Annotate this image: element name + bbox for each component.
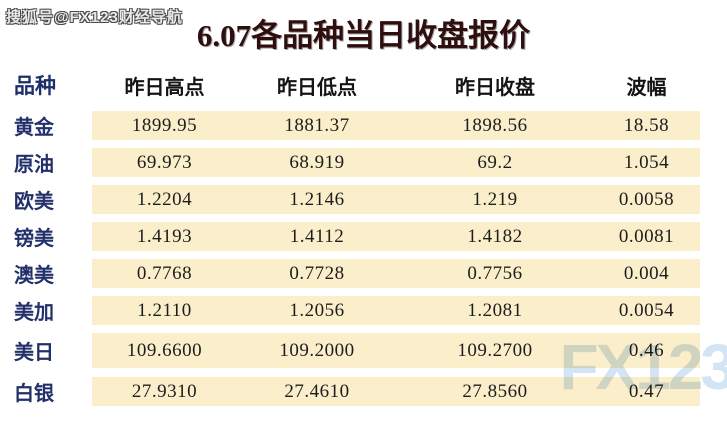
cell-close: 1.2081: [397, 296, 593, 325]
cell-low: 68.919: [237, 148, 397, 177]
row-label: 黄金: [0, 111, 92, 140]
table-row-gold: 黄金 1899.95 1881.37 1898.56 18.58: [0, 111, 727, 140]
table-body: 黄金 1899.95 1881.37 1898.56 18.58 原油 69.9…: [0, 111, 727, 414]
cell-high: 1.2204: [92, 185, 237, 214]
cell-high: 1899.95: [92, 111, 237, 140]
table-row-crude-oil: 原油 69.973 68.919 69.2 1.054: [0, 148, 727, 177]
row-label: 澳美: [0, 259, 92, 288]
row-label: 镑美: [0, 222, 92, 251]
cell-range: 0.004: [593, 259, 700, 288]
table-row-eurusd: 欧美 1.2204 1.2146 1.219 0.0058: [0, 185, 727, 214]
cell-range: 0.0058: [593, 185, 700, 214]
cell-high: 27.9310: [92, 377, 237, 406]
cell-close: 1898.56: [397, 111, 593, 140]
row-label: 欧美: [0, 185, 92, 214]
column-header-prev-low: 昨日低点: [277, 76, 357, 99]
cell-close: 0.7756: [397, 259, 593, 288]
table-row-silver: 白银 27.9310 27.4610 27.8560 0.47: [0, 377, 727, 406]
column-header-product: 品种: [14, 74, 56, 98]
table-header: 品种 昨日高点 昨日低点 昨日收盘 波幅: [0, 70, 727, 100]
cell-low: 1881.37: [237, 111, 397, 140]
row-label: 美日: [0, 333, 92, 368]
cell-close: 1.219: [397, 185, 593, 214]
cell-close: 109.2700: [397, 333, 593, 368]
cell-range: 18.58: [593, 111, 700, 140]
cell-high: 109.6600: [92, 333, 237, 368]
column-header-prev-close: 昨日收盘: [455, 76, 535, 99]
cell-range: 0.0081: [593, 222, 700, 251]
row-label: 美加: [0, 296, 92, 325]
table-row-usdcad: 美加 1.2110 1.2056 1.2081 0.0054: [0, 296, 727, 325]
cell-high: 1.4193: [92, 222, 237, 251]
row-label: 原油: [0, 148, 92, 177]
cell-range: 1.054: [593, 148, 700, 177]
cell-low: 27.4610: [237, 377, 397, 406]
cell-range: 0.46: [593, 333, 700, 368]
cell-low: 1.4112: [237, 222, 397, 251]
cell-range: 0.47: [593, 377, 700, 406]
column-header-prev-high: 昨日高点: [124, 76, 205, 99]
cell-close: 69.2: [397, 148, 593, 177]
cell-high: 0.7768: [92, 259, 237, 288]
row-label: 白银: [0, 377, 92, 406]
sohu-account-watermark: 搜狐号@FX123财经导航: [6, 9, 183, 26]
table-row-gbpusd: 镑美 1.4193 1.4112 1.4182 0.0081: [0, 222, 727, 251]
cell-high: 1.2110: [92, 296, 237, 325]
column-header-range: 波幅: [626, 76, 667, 99]
cell-low: 109.2000: [237, 333, 397, 368]
cell-range: 0.0054: [593, 296, 700, 325]
cell-low: 1.2056: [237, 296, 397, 325]
cell-high: 69.973: [92, 148, 237, 177]
cell-low: 1.2146: [237, 185, 397, 214]
page-title: 6.07各品种当日收盘报价: [196, 18, 531, 53]
cell-close: 1.4182: [397, 222, 593, 251]
table-row-usdjpy: 美日 109.6600 109.2000 109.2700 0.46: [0, 333, 727, 368]
table-row-audusd: 澳美 0.7768 0.7728 0.7756 0.004: [0, 259, 727, 288]
cell-close: 27.8560: [397, 377, 593, 406]
cell-low: 0.7728: [237, 259, 397, 288]
